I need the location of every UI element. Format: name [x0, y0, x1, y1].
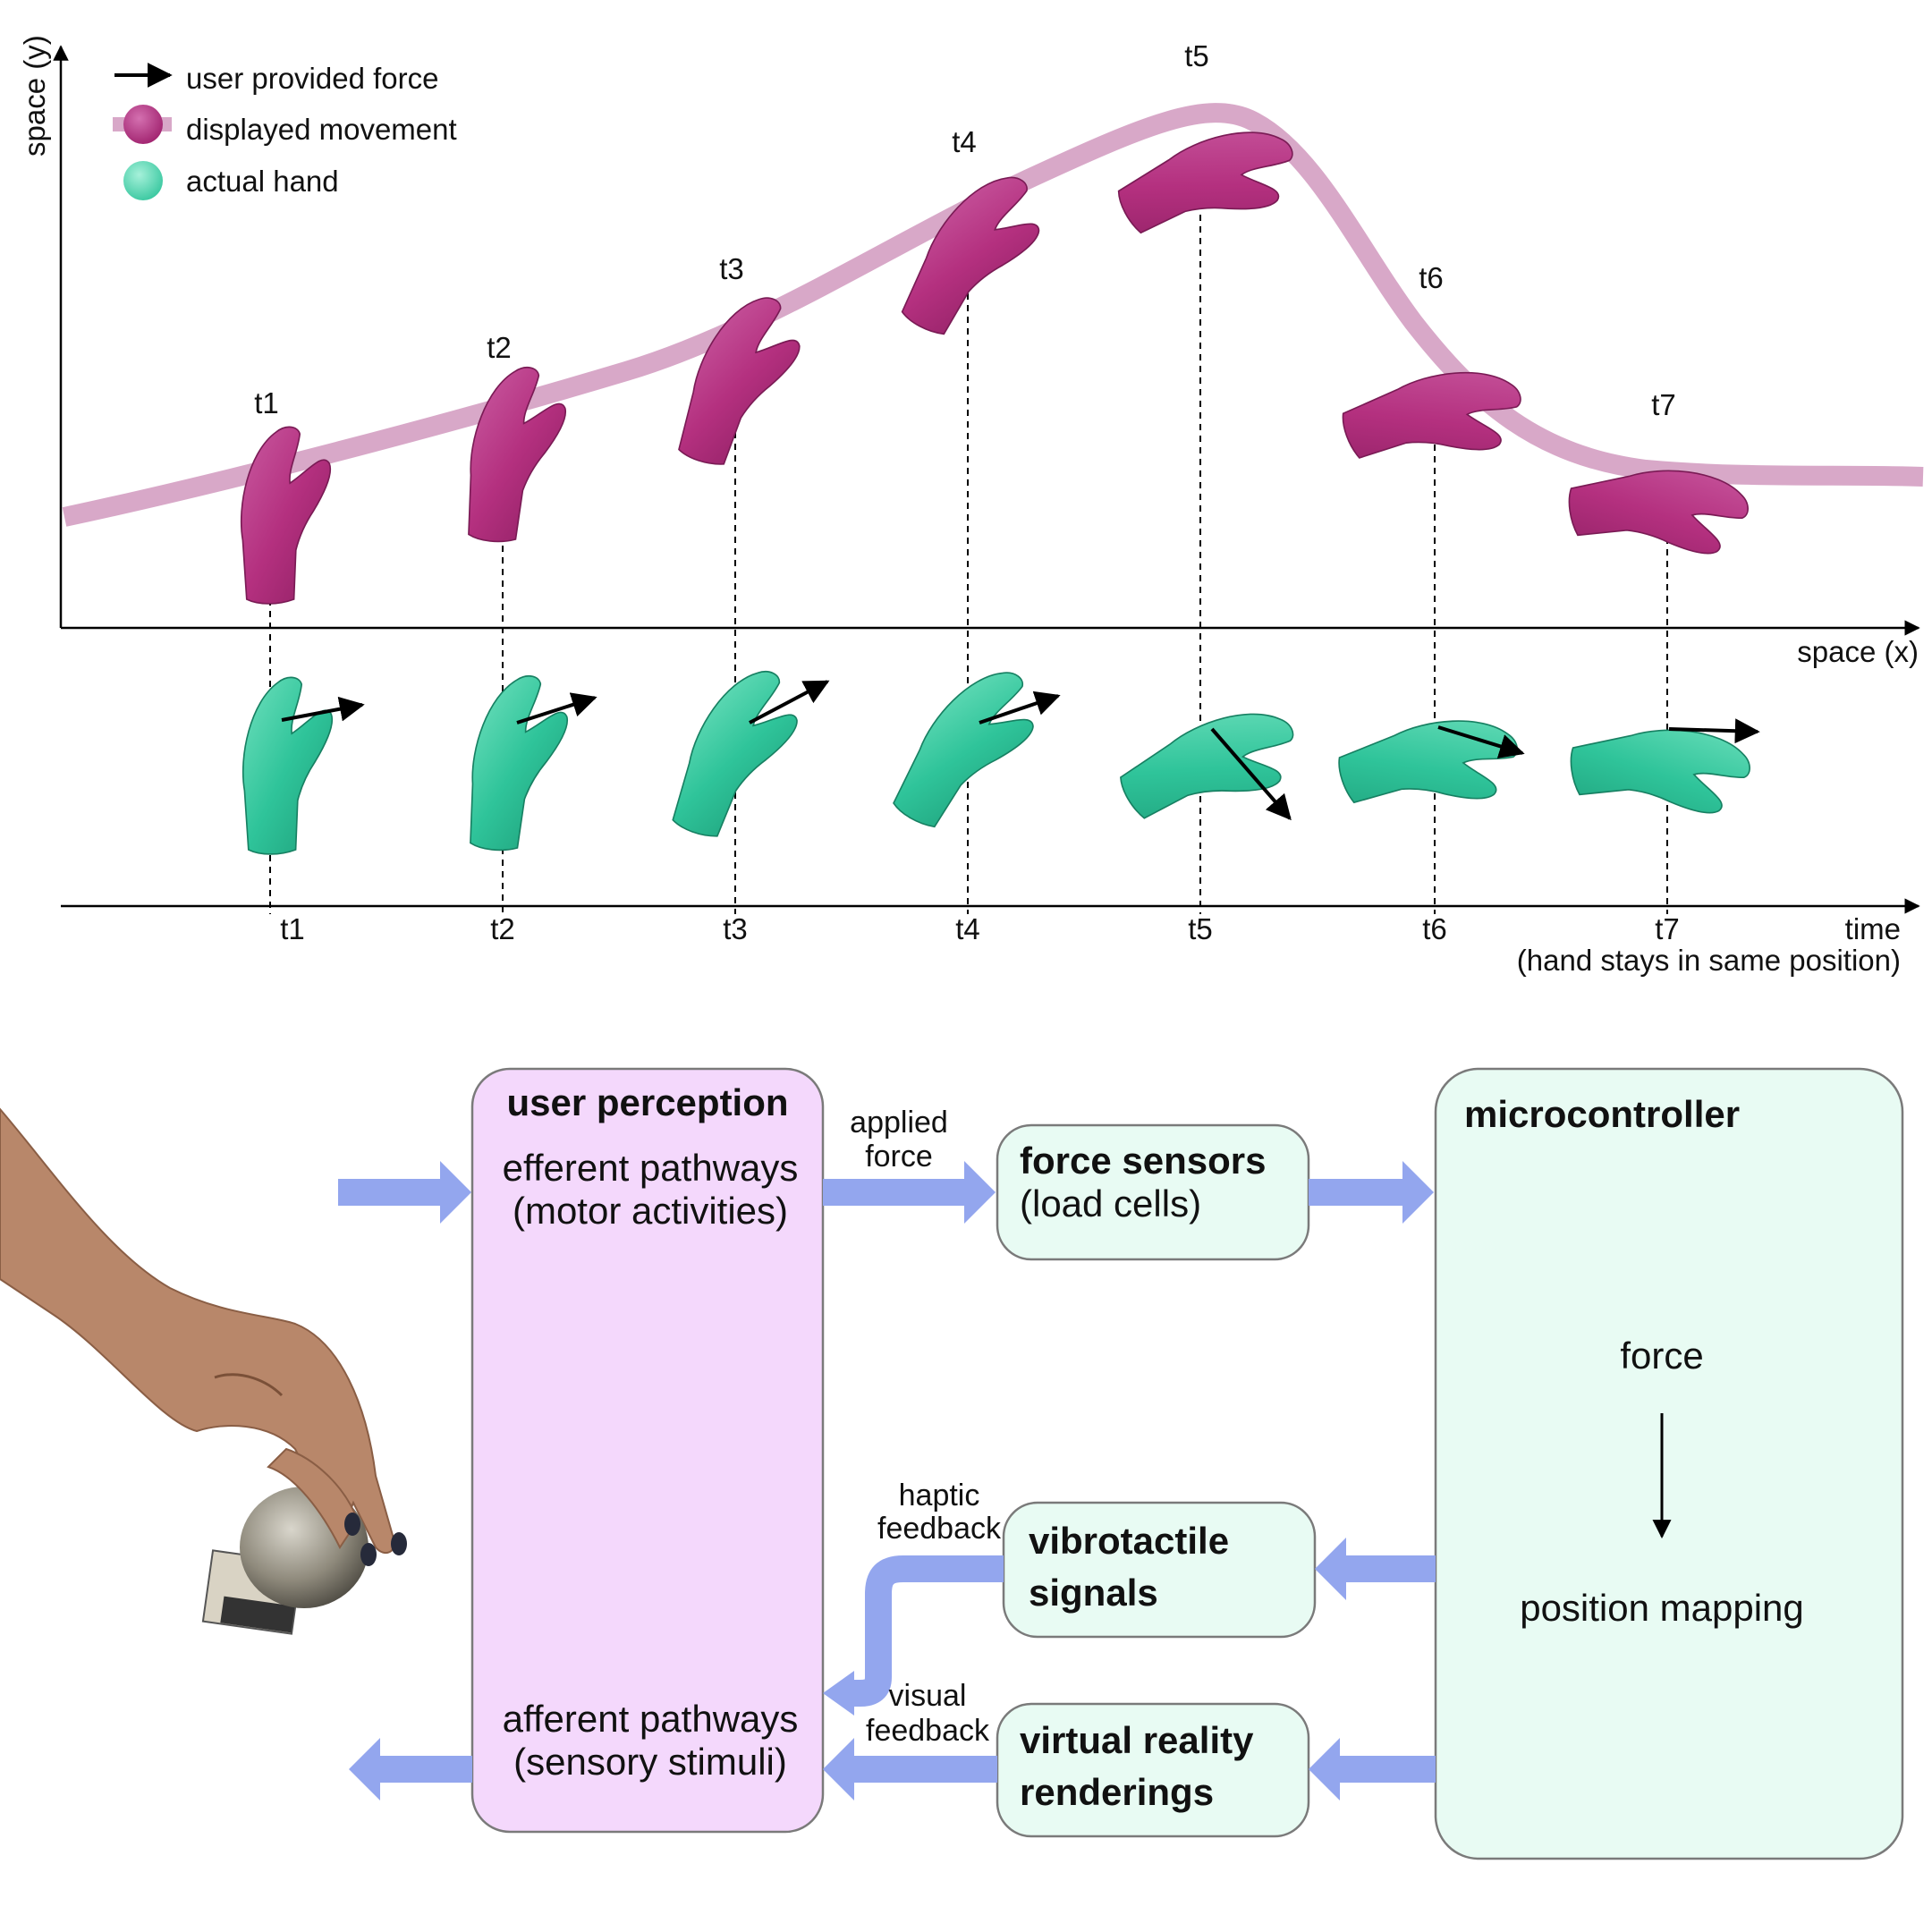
vr-line2: renderings	[1020, 1771, 1214, 1813]
haptic-feedback-line1: haptic	[899, 1479, 980, 1513]
microcontroller-force-label: force	[1620, 1335, 1703, 1377]
applied-force-line1: applied	[850, 1106, 948, 1140]
force-arrow-t5	[1210, 727, 1292, 821]
control-diagram: user perception efferent pathways (motor…	[0, 1067, 1904, 1860]
afferent-line2: (sensory stimuli)	[513, 1741, 787, 1783]
displayed-time-label-t3: t3	[719, 252, 744, 285]
mcu-to-vr-arrow	[1309, 1738, 1436, 1801]
user-hand-on-ball-icon	[0, 1107, 407, 1635]
y-axis-label: space (y)	[18, 35, 51, 157]
actual-hand-icon-t2	[463, 670, 572, 857]
force-arrow-t7	[1668, 718, 1760, 744]
displayed-time-label-t6: t6	[1419, 261, 1444, 294]
microcontroller-box	[1434, 1067, 1904, 1860]
mcu-to-vibro-arrow	[1315, 1538, 1436, 1600]
force-arrow-t4	[979, 691, 1061, 724]
legend-force-label: user provided force	[186, 62, 438, 95]
displayed-time-label-t7: t7	[1651, 388, 1676, 421]
time-tick-label-t2: t2	[490, 912, 515, 945]
displayed-hands	[240, 105, 1755, 605]
time-tick-label-t5: t5	[1188, 912, 1213, 945]
input-arrow	[338, 1161, 471, 1224]
visual-feedback-line1: visual	[889, 1679, 967, 1713]
sensor-to-mcu-arrow	[1309, 1161, 1434, 1224]
applied-force-line2: force	[865, 1140, 933, 1174]
vibrotactile-line1: vibrotactile	[1029, 1520, 1229, 1562]
microcontroller-mapping-label: position mapping	[1520, 1587, 1804, 1629]
user-perception-box	[470, 1067, 825, 1834]
displayed-time-label-t4: t4	[952, 125, 977, 158]
space-plot: space (y) space (x) time (hand stays in …	[18, 35, 1924, 977]
microcontroller-title: microcontroller	[1464, 1093, 1740, 1135]
time-tick-label-t4: t4	[955, 912, 980, 945]
efferent-line2: (motor activities)	[513, 1190, 788, 1232]
displayed-time-label-t2: t2	[487, 331, 512, 364]
haptic-feedback-arrowhead	[823, 1671, 854, 1716]
actual-hand-icon-t4	[886, 650, 1054, 850]
afferent-line1: afferent pathways	[503, 1698, 799, 1740]
legend-actual-ball-icon	[123, 161, 163, 200]
time-tick-label-t3: t3	[723, 912, 748, 945]
time-tick-label-t6: t6	[1422, 912, 1447, 945]
legend-actual-label: actual hand	[186, 165, 339, 198]
actual-hand-icon-t1	[242, 676, 334, 855]
time-axis-label: time	[1845, 912, 1901, 945]
force-arrow-t3	[749, 680, 830, 724]
actual-hand-icon-t7	[1567, 717, 1757, 833]
flow-arrows	[338, 1161, 1436, 1801]
legend-displayed-label: displayed movement	[186, 113, 457, 146]
displayed-time-label-t1: t1	[254, 386, 279, 419]
vibrotactile-line2: signals	[1029, 1572, 1158, 1614]
displayed-hand-icon-t3	[671, 283, 813, 480]
vr-line1: virtual reality	[1020, 1719, 1254, 1761]
haptic-feedback-line2: feedback	[877, 1512, 1002, 1546]
time-tick-label-t1: t1	[280, 912, 305, 945]
actual-hands	[242, 650, 1757, 857]
visual-feedback-arrow	[823, 1738, 997, 1801]
displayed-time-label-t5: t5	[1184, 39, 1209, 72]
force-sensors-subtitle: (load cells)	[1020, 1182, 1201, 1224]
force-arrows	[281, 680, 1760, 821]
efferent-line1: efferent pathways	[503, 1147, 799, 1189]
force-arrow-t2	[516, 692, 597, 724]
actual-hand-icon-t5	[1113, 685, 1313, 853]
output-arrow	[349, 1738, 472, 1801]
force-sensors-title: force sensors	[1020, 1140, 1266, 1182]
time-tick-labels: t1 t2 t3 t4 t5 t6 t7	[280, 912, 1680, 945]
displayed-movement-path	[62, 103, 1924, 527]
haptic-feedback-arrow	[845, 1555, 1004, 1707]
legend: user provided force displayed movement a…	[113, 62, 457, 200]
applied-force-arrow	[823, 1161, 996, 1224]
time-tick-label-t7: t7	[1655, 912, 1680, 945]
actual-hand-icon-t6	[1333, 698, 1530, 840]
force-arrow-t6	[1437, 725, 1525, 758]
displayed-time-labels: t1 t2 t3 t4 t5 t6 t7	[254, 39, 1676, 421]
time-axis-note: (hand stays in same position)	[1517, 944, 1901, 977]
force-arrow-t1	[281, 696, 365, 722]
x-axis-label: space (x)	[1797, 635, 1919, 668]
actual-hand-icon-t3	[665, 655, 811, 854]
legend-displayed-ball-icon	[123, 105, 163, 144]
user-perception-title: user perception	[506, 1081, 788, 1123]
visual-feedback-line2: feedback	[866, 1714, 990, 1748]
